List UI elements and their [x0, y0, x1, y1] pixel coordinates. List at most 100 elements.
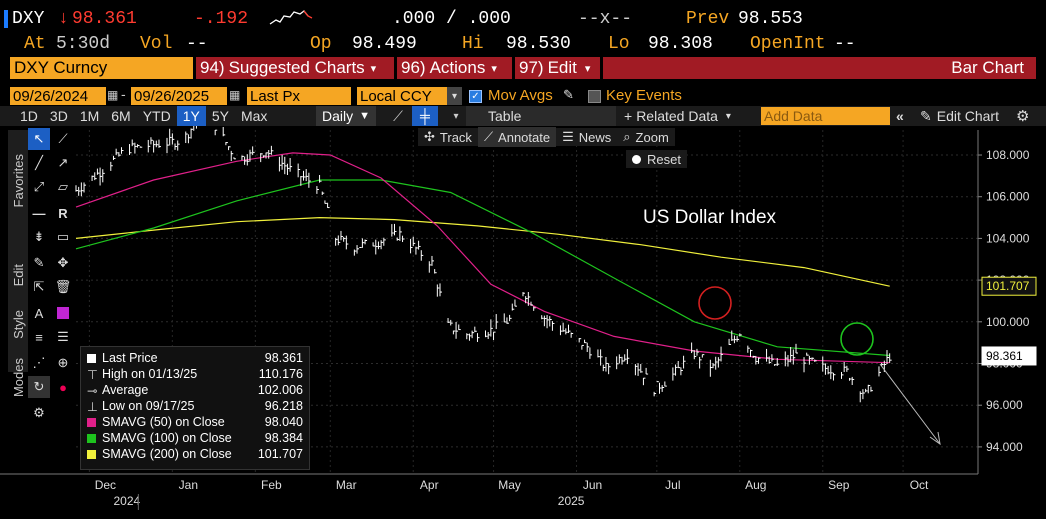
annotate-icon[interactable]: ⟋: [58, 131, 68, 146]
brush-icon[interactable]: ✎: [33, 255, 45, 270]
suggested-charts-menu[interactable]: 94) Suggested Charts ▾: [196, 57, 394, 79]
legend-label: SMAVG (100) on Close: [102, 431, 232, 445]
chart-series: [75, 126, 892, 403]
font-icon[interactable]: A: [34, 305, 44, 321]
period-ytd[interactable]: YTD: [142, 108, 171, 124]
reset-button[interactable]: Reset: [626, 150, 687, 168]
rectangle-icon[interactable]: ▭: [56, 229, 70, 244]
x-tick-label: Dec: [95, 478, 116, 492]
at-label: At: [24, 34, 46, 54]
cursor-icon[interactable]: ↖: [28, 128, 50, 150]
x-tick-label: May: [498, 478, 521, 492]
series-line-2: [75, 179, 890, 357]
chevron-down-icon[interactable]: ▾: [453, 110, 459, 122]
start-date-input[interactable]: 09/26/2024: [10, 87, 106, 105]
security-field[interactable]: DXY Curncy: [10, 57, 193, 79]
price-bars: [75, 126, 892, 403]
legend-average: ⊸ Average 102.006: [87, 382, 303, 398]
legend-last-price: Last Price 98.361: [87, 350, 303, 366]
legend-value: 98.361: [264, 351, 303, 365]
zoom-button[interactable]: ⌕ Zoom: [617, 127, 675, 147]
cycle-icon[interactable]: ↻: [28, 376, 50, 398]
annotations: [698, 286, 941, 446]
line-style-icon[interactable]: ☰: [57, 329, 69, 344]
period-5y[interactable]: 5Y: [211, 108, 229, 124]
crosshair-icon[interactable]: ⊕: [57, 355, 69, 370]
settings-icon[interactable]: ⚙: [33, 405, 45, 420]
chart-legend: Last Price 98.361 ⊤ High on 01/13/25 110.17…: [80, 346, 310, 470]
add-data-input[interactable]: Add Data: [761, 107, 890, 125]
calendar-icon[interactable]: ▦: [229, 88, 241, 102]
date-separator: -: [121, 86, 126, 102]
low-label: Lo: [608, 34, 630, 54]
period-6m[interactable]: 6M: [111, 108, 131, 124]
period-1y[interactable]: 1Y: [176, 106, 206, 126]
annotate-button[interactable]: ⟋ Annotate: [477, 127, 557, 147]
table-button[interactable]: Table: [466, 106, 616, 126]
high-marker-icon: ⊤: [87, 367, 98, 382]
legend-sma200: SMAVG (200) on Close 101.707: [87, 446, 303, 462]
related-data-menu[interactable]: + Related Data ▾: [620, 106, 735, 126]
field-select[interactable]: Last Px: [247, 87, 351, 105]
trash-icon[interactable]: 🗑: [54, 279, 72, 294]
calendar-icon[interactable]: ▦: [107, 88, 119, 102]
frequency-select[interactable]: Daily ▼: [316, 106, 377, 126]
ticker-accent: [4, 10, 8, 28]
reset-icon: [632, 154, 641, 164]
color-icon[interactable]: [52, 302, 74, 324]
select-icon[interactable]: ⇱: [33, 279, 45, 294]
legend-label: SMAVG (200) on Close: [102, 447, 232, 461]
edit-chart-button[interactable]: ✎ Edit Chart: [920, 106, 999, 126]
x-year-label: 2025: [558, 494, 585, 508]
trend-tool-icon[interactable]: ⤢: [33, 179, 45, 194]
legend-value: 98.040: [264, 415, 303, 429]
collapse-icon[interactable]: «: [896, 108, 904, 124]
x-tick-label: Sep: [828, 478, 850, 492]
channel-tool-icon[interactable]: ▱: [58, 179, 68, 194]
key-events-checkbox[interactable]: [588, 90, 601, 103]
currency-select[interactable]: Local CCY: [357, 87, 447, 105]
side-tab-strip: [8, 130, 28, 372]
average-marker-icon: ⊸: [87, 383, 98, 398]
line-width-icon[interactable]: ≡: [35, 329, 43, 345]
legend-label: Average: [102, 383, 149, 397]
bid-ask-size: --x--: [578, 9, 633, 29]
legend-value: 110.176: [258, 367, 303, 381]
prev-label: Prev: [686, 9, 730, 29]
legend-swatch: [87, 417, 96, 427]
gear-icon[interactable]: ⚙: [1016, 108, 1030, 125]
bar-chart-icon[interactable]: ╪: [412, 106, 438, 126]
ray-tool-icon[interactable]: ↗: [57, 155, 69, 170]
move-icon[interactable]: ✥: [57, 255, 69, 270]
y-tick-label: 104.000: [986, 231, 1030, 245]
period-1d[interactable]: 1D: [20, 108, 38, 124]
period-max[interactable]: Max: [240, 108, 268, 124]
mov-avgs-checkbox[interactable]: ✓: [469, 90, 482, 103]
chart-type-label: Bar Chart: [951, 58, 1024, 77]
end-date-input[interactable]: 09/26/2025: [131, 87, 227, 105]
edit-menu[interactable]: 97) Edit ▾: [515, 57, 600, 79]
value-tag-label: 101.707: [986, 279, 1030, 293]
period-3d[interactable]: 3D: [49, 108, 68, 124]
series-line-1: [75, 152, 890, 364]
value-tag: [981, 276, 1037, 296]
news-button[interactable]: ☰ News: [556, 127, 617, 147]
horizontal-line-icon[interactable]: —: [32, 205, 46, 221]
dotted-line-icon[interactable]: ⋰: [32, 355, 46, 370]
series-line-3: [75, 216, 890, 287]
bid-ask: .000 / .000: [392, 9, 511, 29]
period-1m[interactable]: 1M: [79, 108, 100, 124]
chart-type-bar: Bar Chart: [603, 57, 1036, 79]
chevron-down-icon[interactable]: ▾: [447, 87, 462, 105]
track-label: Track: [439, 129, 472, 145]
fibonacci-icon[interactable]: ⇟: [33, 229, 45, 244]
pencil-icon[interactable]: ✎: [563, 87, 574, 102]
line-chart-icon[interactable]: ⟋: [393, 107, 403, 124]
value-tag-label: 98.361: [986, 349, 1023, 363]
crosshair-icon: ✣: [424, 129, 435, 144]
actions-menu[interactable]: 96) Actions ▾: [397, 57, 512, 79]
palette-icon[interactable]: ●: [59, 379, 67, 395]
line-tool-icon[interactable]: ╱: [35, 155, 43, 170]
track-button[interactable]: ✣ Track: [418, 127, 478, 147]
text-tool-icon[interactable]: R: [58, 205, 68, 221]
